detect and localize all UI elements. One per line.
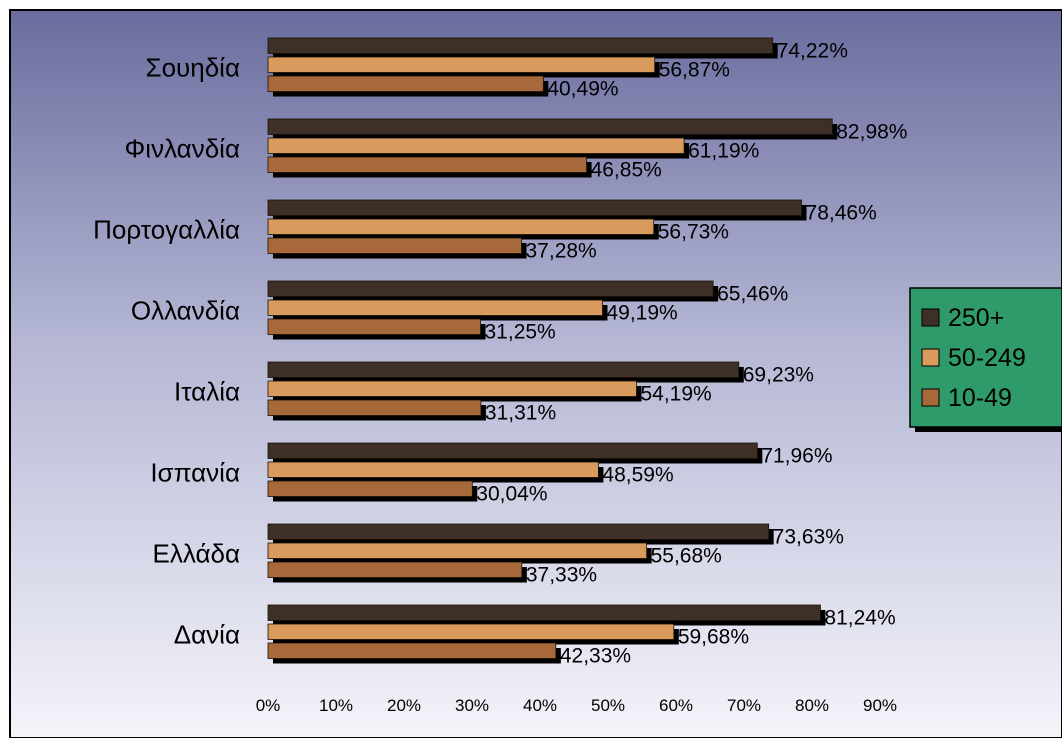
data-label: 42,33% [560,645,631,668]
bar [267,75,544,92]
data-label: 31,31% [485,402,556,425]
x-tick-label: 80% [795,696,829,715]
data-label: 37,28% [526,240,597,263]
bar [267,461,599,478]
category-label: Δανία [174,620,240,650]
x-tick-label: 90% [863,696,897,715]
category-labels: Σουηδία Φινλανδία Πορτογαλλία Ολλανδία Ιταλί… [93,53,240,650]
x-tick-label: 0% [256,696,281,715]
bar [267,237,522,254]
data-label: 69,23% [743,364,814,387]
category-label: Πορτογαλλία [93,215,240,245]
data-label: 56,73% [658,221,729,244]
data-label: 54,19% [640,383,711,406]
bar [267,442,758,459]
bar [267,642,557,659]
bar [267,480,473,497]
legend-label: 250+ [948,304,1004,332]
bar [267,137,685,154]
bar [267,399,482,416]
category-label: Ολλανδία [131,296,240,326]
bar [267,623,675,640]
bars-layer [267,37,838,664]
data-label: 55,68% [651,545,722,568]
bar [267,523,770,540]
data-labels: 74,22% 56,87% 40,49% 82,98% 61,19% 46,85% 78,4… [476,40,907,668]
data-label: 82,98% [836,121,907,144]
data-label: 30,04% [476,483,547,506]
data-label: 59,68% [678,626,749,649]
category-label: Ιταλία [174,377,240,407]
x-tick-label: 20% [387,696,421,715]
bar [267,561,523,578]
legend-swatch [921,348,940,367]
x-tick-label: 40% [523,696,557,715]
bar [267,37,774,54]
bar [267,218,655,235]
x-tick-label: 60% [659,696,693,715]
data-label: 48,59% [602,464,673,487]
legend-label: 10-49 [948,384,1012,412]
bar [267,56,656,73]
data-label: 61,19% [688,140,759,163]
data-label: 81,24% [824,607,895,630]
x-tick-label: 50% [591,696,625,715]
category-label: Φινλανδία [125,134,240,164]
x-tick-label: 70% [727,696,761,715]
bar [267,380,637,397]
data-label: 46,85% [591,159,662,182]
bar [267,199,802,216]
data-label: 65,46% [717,283,788,306]
legend: 250+ 50-249 10-49 [909,287,1062,432]
bar [267,280,714,297]
data-label: 74,22% [777,40,848,63]
data-label: 78,46% [806,202,877,225]
data-label: 49,19% [606,302,677,325]
bar [267,542,648,559]
bar [267,361,740,378]
data-label: 31,25% [485,321,556,344]
data-label: 73,63% [773,526,844,549]
data-label: 40,49% [547,78,618,101]
x-axis: 0% 10% 20% 30% 40% 50% 60% 70% 80% 90% [256,696,897,715]
category-label: Ελλάδα [153,539,240,569]
legend-swatch [921,308,940,327]
legend-swatch [921,388,940,407]
legend-label: 50-249 [948,344,1026,372]
category-label: Σουηδία [146,53,241,83]
bar [267,156,587,173]
category-label: Ισπανία [150,458,240,488]
x-tick-label: 30% [455,696,489,715]
bar [267,604,821,621]
bar [267,299,603,316]
data-label: 56,87% [659,59,730,82]
x-tick-label: 10% [319,696,353,715]
bar [267,118,833,135]
data-label: 71,96% [761,445,832,468]
bar [267,318,481,335]
data-label: 37,33% [526,564,597,587]
